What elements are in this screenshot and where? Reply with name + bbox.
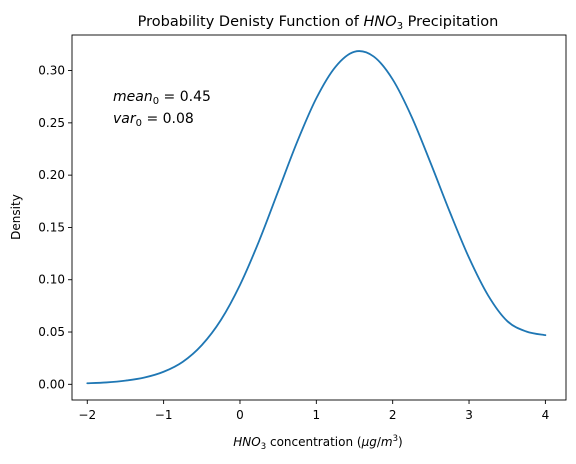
xlabel-formula-base: HNO	[233, 435, 260, 449]
y-tick-label: 0.10	[38, 273, 65, 287]
annotation-var: var0 = 0.08	[113, 111, 194, 129]
x-tick-label: 4	[542, 408, 550, 422]
xlabel-unit-slash: /	[377, 435, 382, 449]
annotation-var-rest: = 0.08	[142, 111, 194, 127]
title-suffix: Precipitation	[403, 14, 498, 30]
annotation-mean-rest: = 0.45	[159, 89, 211, 105]
xlabel-unit-sup: 3	[393, 434, 398, 444]
annotation-mean: mean0 = 0.45	[113, 89, 211, 107]
title-prefix: Probability Denisty Function of	[138, 14, 364, 30]
plot-area	[71, 34, 567, 401]
x-tick-label: 1	[313, 408, 321, 422]
x-tick-label: 3	[465, 408, 473, 422]
xlabel-formula-sub: 3	[261, 442, 266, 452]
pdf-curve-line	[86, 50, 547, 385]
series-layer	[86, 50, 547, 385]
x-tick-label: −1	[155, 408, 173, 422]
title-formula-sub: 3	[397, 21, 403, 32]
annotation-var-sub: 0	[136, 118, 142, 129]
xlabel-close: )	[398, 435, 403, 449]
x-axis-ticks: −2 −1 0 1 2 3 4	[78, 400, 549, 422]
xlabel-text: concentration (	[266, 435, 361, 449]
x-tick-label: −2	[78, 408, 96, 422]
y-tick-label: 0.30	[38, 64, 65, 78]
x-tick-label: 2	[389, 408, 397, 422]
y-tick-label: 0.15	[38, 220, 65, 234]
annotation-var-base: var	[113, 111, 137, 127]
xlabel-unit-mu: μg	[361, 435, 378, 449]
annotation-mean-sub: 0	[153, 96, 159, 107]
y-axis-ticks: 0.00 0.05 0.10 0.15 0.20 0.25 0.30	[38, 64, 72, 391]
x-axis-label: HNO3 concentration (μg/m3)	[233, 434, 402, 452]
chart-title: Probability Denisty Function of HNO3 Pre…	[138, 14, 499, 32]
xlabel-unit-base: m	[381, 435, 393, 449]
y-axis-label: Density	[9, 194, 23, 240]
y-tick-label: 0.25	[38, 116, 65, 130]
y-tick-label: 0.00	[38, 377, 65, 391]
y-tick-label: 0.05	[38, 325, 65, 339]
annotation-mean-base: mean	[113, 89, 153, 105]
title-formula-base: HNO	[364, 14, 397, 30]
x-tick-label: 0	[236, 408, 244, 422]
y-tick-label: 0.20	[38, 168, 65, 182]
